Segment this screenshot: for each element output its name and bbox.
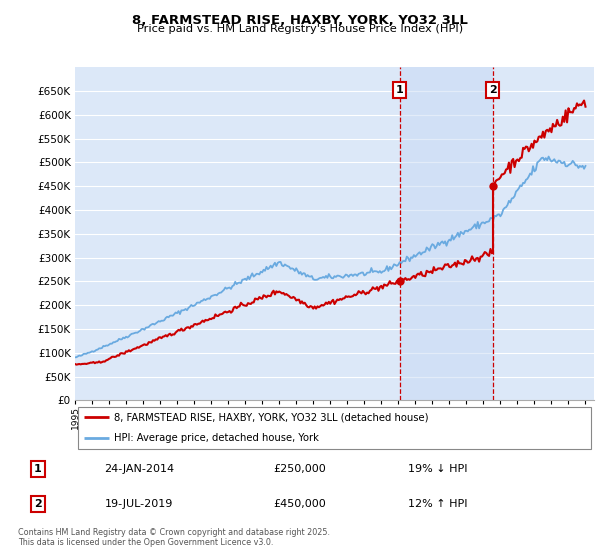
Bar	[400, 67, 493, 400]
FancyBboxPatch shape	[77, 407, 592, 449]
Text: £250,000: £250,000	[274, 464, 326, 474]
Text: £450,000: £450,000	[274, 499, 326, 509]
Text: 2: 2	[489, 85, 497, 95]
Text: 12% ↑ HPI: 12% ↑ HPI	[409, 499, 468, 509]
Text: 8, FARMSTEAD RISE, HAXBY, YORK, YO32 3LL (detached house): 8, FARMSTEAD RISE, HAXBY, YORK, YO32 3LL…	[114, 412, 428, 422]
Text: 19-JUL-2019: 19-JUL-2019	[104, 499, 173, 509]
Text: 1: 1	[395, 85, 403, 95]
Text: 19% ↓ HPI: 19% ↓ HPI	[409, 464, 468, 474]
Text: 2: 2	[34, 499, 42, 509]
Text: Price paid vs. HM Land Registry's House Price Index (HPI): Price paid vs. HM Land Registry's House …	[137, 24, 463, 34]
Text: Contains HM Land Registry data © Crown copyright and database right 2025.
This d: Contains HM Land Registry data © Crown c…	[18, 528, 330, 547]
Text: 8, FARMSTEAD RISE, HAXBY, YORK, YO32 3LL: 8, FARMSTEAD RISE, HAXBY, YORK, YO32 3LL	[132, 14, 468, 27]
Text: 1: 1	[34, 464, 42, 474]
Text: HPI: Average price, detached house, York: HPI: Average price, detached house, York	[114, 433, 319, 444]
Text: 24-JAN-2014: 24-JAN-2014	[104, 464, 174, 474]
